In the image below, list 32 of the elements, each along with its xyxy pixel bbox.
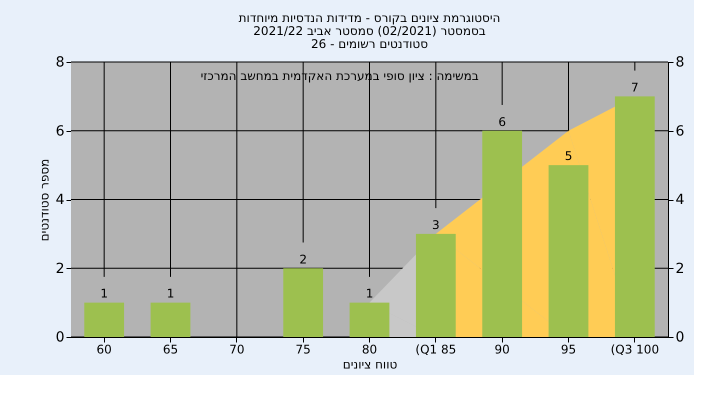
y-tick-label: 6 [56, 123, 65, 140]
x-tick-label: 75 [296, 342, 311, 356]
y-tick-label: 0 [56, 330, 64, 346]
y2-tick-label: 4 [676, 192, 684, 208]
text: סטודנטים רשומים - 26 [310, 37, 428, 51]
x-tick-label: 60 [96, 342, 112, 356]
data-label: 3 [432, 218, 440, 232]
y2-tick-label: 6 [676, 123, 684, 140]
x-axis-title: טווח ציונים [342, 358, 398, 372]
x-tick-label: 95 [560, 342, 576, 356]
x-tick-label: 70 [229, 342, 244, 356]
y2-tick-label: 0 [676, 330, 684, 346]
y-tick-label: 2 [56, 260, 64, 277]
data-label: 1 [100, 286, 108, 301]
x-tick-label: 80 [362, 342, 378, 356]
data-label: 6 [498, 114, 506, 129]
y2-tick-label: 8 [676, 54, 684, 70]
data-label: 5 [564, 149, 572, 164]
x-tick-label: (Q3 100 [610, 342, 660, 356]
x-tick-label: (Q1 85 [415, 342, 456, 356]
x-tick-label: 90 [494, 342, 510, 356]
data-label: 2 [299, 252, 307, 266]
y-tick-label: 8 [56, 54, 64, 70]
text: היסטוגרמת ציונים בקורס - מדידות הנדסיות מיוחדות [238, 11, 500, 25]
data-label: 1 [366, 286, 374, 301]
y2-tick-label: 2 [676, 260, 684, 277]
data-label: 7 [631, 80, 639, 94]
x-tick-label: 65 [162, 342, 178, 356]
y-tick-label: 4 [56, 192, 65, 208]
y-axis-title: מספר סטודנטים [38, 158, 52, 242]
data-label: 1 [166, 286, 174, 301]
text: בסמסטר (02/2021) סמסטר אביב 2021/22 [253, 24, 486, 38]
